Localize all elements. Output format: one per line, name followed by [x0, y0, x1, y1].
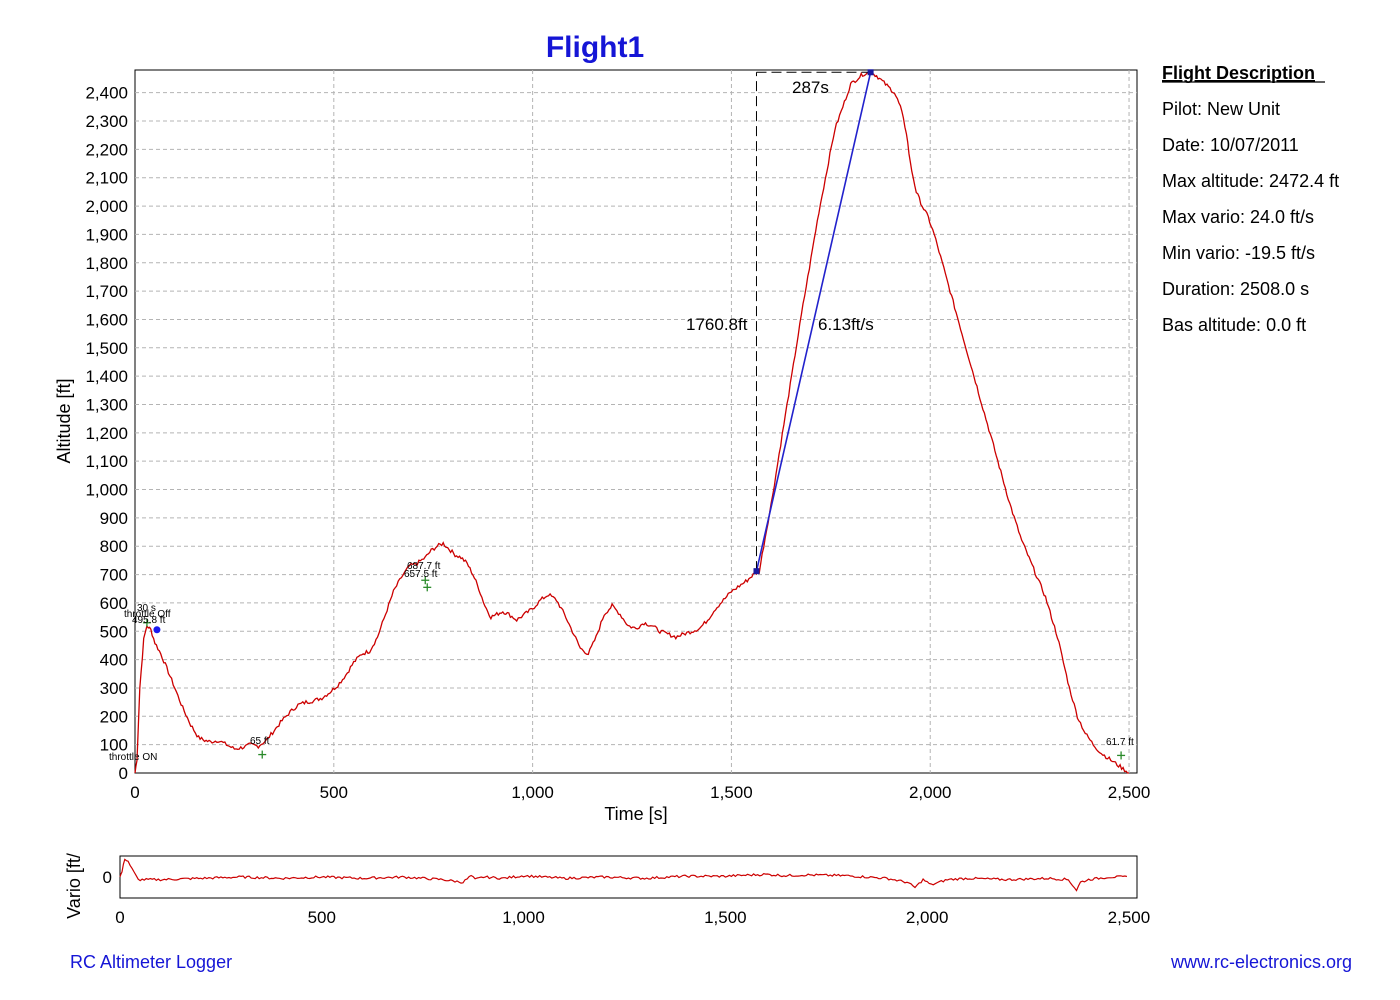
description-line: Min vario: -19.5 ft/s [1162, 243, 1315, 263]
y-tick-label: 200 [100, 707, 128, 726]
description-line: Max vario: 24.0 ft/s [1162, 207, 1314, 227]
y-axis-label: Altitude [ft] [54, 378, 74, 463]
rate-label: 6.13ft/s [818, 315, 874, 334]
y-tick-label: 2,200 [85, 140, 128, 159]
x-tick-label: 2,500 [1108, 783, 1151, 802]
description-line: Bas altitude: 0.0 ft [1162, 315, 1306, 335]
vario-plot-area [119, 855, 1138, 899]
x-axis-label: Time [s] [604, 804, 667, 824]
fit-end-point [867, 69, 874, 76]
description-line: Max altitude: 2472.4 ft [1162, 171, 1339, 191]
y-tick-label: 600 [100, 594, 128, 613]
x-tick-label: 2,000 [909, 783, 952, 802]
vario-y-tick-label: 0 [103, 868, 112, 887]
y-tick-label: 1,900 [85, 225, 128, 244]
y-tick-label: 100 [100, 736, 128, 755]
event-marker [421, 576, 430, 585]
climb-fit-line [755, 72, 872, 572]
y-tick-label: 1,200 [85, 424, 128, 443]
y-tick-label: 800 [100, 537, 128, 556]
first-peak-alt-label: 495.8 ft [132, 615, 166, 626]
vario-x-tick-label: 500 [308, 908, 336, 927]
altitude-series-line [134, 71, 1129, 774]
landing-alt-label: 61.7 ft [1106, 737, 1134, 748]
footer-app-name: RC Altimeter Logger [70, 952, 232, 972]
vario-axis-label: Vario [ft/ [64, 853, 84, 919]
y-tick-label: 1,300 [85, 395, 128, 414]
throttle-off-point [153, 626, 161, 634]
main-y-ticks: 0 100 200 300 400 500 600 700 800 900 1,000 1,100 1,… [85, 84, 128, 783]
y-tick-label: 1,500 [85, 339, 128, 358]
y-tick-label: 2,300 [85, 112, 128, 131]
vario-x-tick-label: 0 [115, 908, 124, 927]
x-tick-label: 1,000 [511, 783, 554, 802]
throttle-off-label: throttle Off [124, 609, 171, 620]
flight-description-panel: Flight Description Pilot: New Unit Date:… [1162, 63, 1339, 335]
y-tick-label: 900 [100, 509, 128, 528]
vario-x-tick-label: 2,500 [1108, 908, 1151, 927]
y-tick-label: 2,100 [85, 169, 128, 188]
y-tick-label: 0 [119, 764, 128, 783]
description-line: Duration: 2508.0 s [1162, 279, 1309, 299]
vario-y-ticks: 0 [103, 868, 112, 887]
x-tick-label: 0 [130, 783, 139, 802]
event-marker [258, 750, 267, 759]
event-markers [142, 576, 1126, 760]
y-tick-label: 1,700 [85, 282, 128, 301]
vario-series-line [119, 858, 1128, 892]
vario-x-tick-label: 2,000 [906, 908, 949, 927]
y-tick-label: 1,100 [85, 452, 128, 471]
event-marker [423, 583, 432, 592]
main-plot-area [134, 69, 1138, 774]
y-tick-label: 1,400 [85, 367, 128, 386]
vario-x-tick-label: 1,000 [502, 908, 545, 927]
y-tick-label: 400 [100, 651, 128, 670]
y-tick-label: 700 [100, 566, 128, 585]
throttle-on-label: throttle ON [109, 752, 157, 763]
y-tick-label: 300 [100, 679, 128, 698]
y-tick-label: 1,600 [85, 310, 128, 329]
delta-t-label: 287s [792, 78, 829, 97]
event-marker [1117, 751, 1126, 760]
chart-title: Flight1 [546, 31, 644, 64]
delta-alt-label: 1760.8ft [686, 315, 748, 334]
description-line: Pilot: New Unit [1162, 99, 1280, 119]
first-peak-time-label: 30 s [137, 603, 156, 614]
description-heading: Flight Description [1162, 63, 1315, 83]
mid-alt-a-label: 687.7 ft [407, 561, 441, 572]
x-tick-label: 1,500 [710, 783, 753, 802]
main-x-ticks: 0 500 1,000 1,500 2,000 2,500 [130, 783, 1150, 802]
y-tick-label: 2,400 [85, 84, 128, 103]
low-point-label: 65 ft [250, 736, 270, 747]
x-tick-label: 500 [320, 783, 348, 802]
fit-start-point [753, 568, 760, 575]
main-grid [135, 70, 1137, 773]
event-marker [142, 618, 151, 627]
footer-website: www.rc-electronics.org [1170, 952, 1352, 972]
vario-x-tick-label: 1,500 [704, 908, 747, 927]
description-line: Date: 10/07/2011 [1162, 135, 1299, 155]
y-tick-label: 2,000 [85, 197, 128, 216]
y-tick-label: 1,800 [85, 254, 128, 273]
y-tick-label: 500 [100, 622, 128, 641]
vario-x-ticks: 0 500 1,000 1,500 2,000 2,500 [115, 908, 1150, 927]
y-tick-label: 1,000 [85, 481, 128, 500]
mid-alt-b-label: 657.5 ft [404, 569, 438, 580]
